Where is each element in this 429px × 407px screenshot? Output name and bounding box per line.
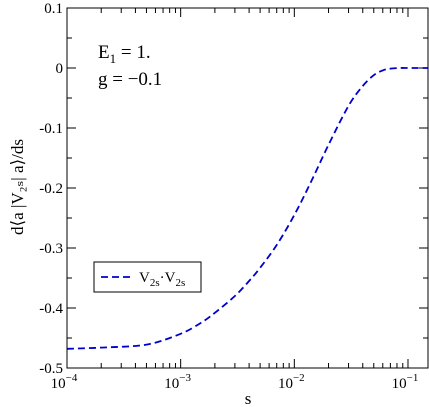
y-tick-label: 0.1 xyxy=(44,1,63,17)
plot-frame xyxy=(66,7,429,369)
legend-label: V2s·V2s xyxy=(139,270,185,289)
series-line-v2s xyxy=(66,67,428,350)
y-axis-label: d⟨a |V₂ₛ| a⟩/ds xyxy=(8,139,27,235)
x-tick-label: 10−2 xyxy=(278,372,305,392)
x-tick-label: 10−3 xyxy=(164,372,191,392)
y-tick-label: -0.4 xyxy=(39,301,63,317)
y-tick-label: -0.5 xyxy=(39,361,63,377)
annotation-g: g = −0.1 xyxy=(98,69,162,90)
y-tick-label: 0 xyxy=(56,61,64,77)
y-tick-label: -0.3 xyxy=(39,241,63,257)
y-tick-labels: 0.1 0 -0.1 -0.2 -0.3 -0.4 -0.5 xyxy=(39,1,63,377)
x-tick-label: 10−1 xyxy=(392,372,419,392)
y-tick-label: -0.1 xyxy=(39,121,63,137)
x-axis-label: s xyxy=(245,389,252,407)
annotation-e1: E1 = 1. xyxy=(98,42,151,66)
x-tick-label: 10−4 xyxy=(51,372,78,392)
legend-box xyxy=(93,261,202,293)
x-tick-labels: 10−4 10−3 10−2 10−1 xyxy=(51,372,419,392)
legend: V2s·V2s xyxy=(93,261,202,293)
y-tick-label: -0.2 xyxy=(39,181,63,197)
